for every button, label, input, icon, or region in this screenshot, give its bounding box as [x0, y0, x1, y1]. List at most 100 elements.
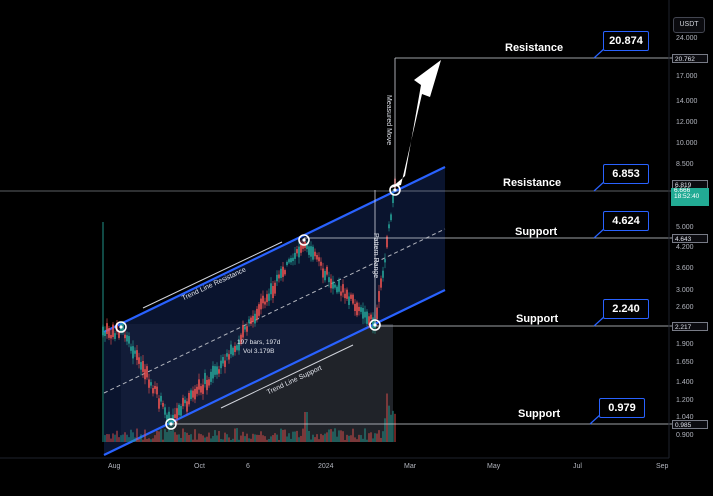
volume-bar: [350, 435, 352, 442]
candle-body: [208, 379, 210, 386]
range-bars-text: 197 bars, 197d: [237, 339, 281, 346]
volume-bar: [166, 432, 168, 442]
volume-bar: [352, 428, 354, 442]
level-value-4[interactable]: 2.240: [603, 299, 649, 319]
candle-body: [140, 362, 142, 370]
volume-bar: [124, 432, 126, 442]
volume-bar: [206, 436, 208, 442]
candle-body: [154, 385, 156, 389]
currency-badge[interactable]: USDT: [673, 17, 705, 33]
volume-bar: [260, 431, 262, 442]
candle-body: [152, 388, 154, 394]
candle-body: [218, 369, 220, 374]
pivot-marker-breakout[interactable]: [389, 184, 401, 196]
candle-body: [182, 397, 184, 407]
volume-bar: [378, 430, 380, 442]
volume-bar: [358, 434, 360, 442]
candle-body: [390, 214, 392, 221]
candle-body: [264, 301, 266, 305]
candle-body: [298, 246, 300, 258]
volume-bar: [364, 428, 366, 442]
level-value-3[interactable]: 4.624: [603, 211, 649, 231]
volume-bar: [152, 438, 154, 442]
volume-bar: [208, 432, 210, 442]
volume-bar: [138, 438, 140, 442]
volume-bar: [370, 432, 372, 442]
candle-body: [118, 331, 120, 338]
pivot-marker-left-top[interactable]: [115, 321, 127, 333]
time-tick-label: Oct: [194, 463, 205, 470]
candle-body: [160, 395, 162, 402]
candle-body: [146, 366, 148, 378]
time-tick-label: Aug: [108, 463, 121, 470]
volume-bar: [274, 433, 276, 442]
volume-bar: [248, 438, 250, 442]
volume-bar: [262, 435, 264, 442]
candle-body: [248, 319, 250, 324]
candle-body: [196, 386, 198, 394]
volume-bar: [240, 435, 242, 442]
volume-bar: [204, 437, 206, 442]
volume-bar: [244, 436, 246, 442]
candle-body: [334, 284, 336, 288]
candle-body: [194, 388, 196, 400]
level-value-1[interactable]: 20.874: [603, 31, 649, 51]
volume-bar: [254, 434, 256, 442]
candle-body: [280, 268, 282, 278]
candle-body: [142, 360, 144, 372]
volume-bar: [348, 435, 350, 442]
volume-bar: [386, 393, 388, 442]
pattern-range-label[interactable]: Pattern Range: [372, 233, 379, 279]
pivot-marker-bottom-low[interactable]: [165, 418, 177, 430]
volume-bar: [360, 435, 362, 442]
candle-body: [350, 294, 352, 299]
candle-body: [268, 293, 270, 301]
channel-lower-line[interactable]: [103, 289, 446, 456]
volume-bar: [308, 430, 310, 442]
volume-bar: [158, 431, 160, 442]
volume-bar: [342, 431, 344, 442]
candle-body: [288, 259, 290, 263]
candle-body: [138, 357, 140, 364]
volume-bar: [232, 438, 234, 442]
candle-body: [114, 333, 116, 339]
pivot-marker-right-low[interactable]: [369, 319, 381, 331]
candle-body: [200, 386, 202, 393]
volume-bar: [182, 428, 184, 442]
candle-body: [320, 261, 322, 266]
candle-body: [348, 296, 350, 305]
volume-bar: [256, 434, 258, 442]
pivot-marker-mid-top[interactable]: [298, 234, 310, 246]
price-tick-label: 8.500: [676, 161, 694, 168]
candle-body: [178, 404, 180, 415]
candle-body: [220, 360, 222, 369]
channel-upper-line[interactable]: [103, 166, 446, 333]
candle-body: [164, 407, 166, 415]
candle-body: [372, 317, 374, 329]
volume-bar: [178, 434, 180, 442]
candle-body: [332, 281, 334, 289]
volume-bar: [332, 431, 334, 442]
price-tick-label: 3.000: [676, 287, 694, 294]
volume-bar: [114, 434, 116, 442]
volume-bar: [310, 439, 312, 442]
level-value-5[interactable]: 0.979: [599, 398, 645, 418]
candle-body: [278, 274, 280, 279]
last-price-value: 6.666: [674, 187, 691, 194]
level-value-2[interactable]: 6.853: [603, 164, 649, 184]
volume-bar: [316, 434, 318, 442]
candle-body: [210, 371, 212, 382]
volume-bar: [336, 436, 338, 442]
candle-body: [314, 251, 316, 257]
measured-move-label[interactable]: Measured Move: [385, 95, 392, 146]
candle-body: [246, 326, 248, 332]
volume-bar: [154, 435, 156, 442]
candle-body: [392, 193, 394, 204]
breakout-arrow-icon[interactable]: [391, 60, 441, 188]
candle-body: [292, 257, 294, 262]
candle-body: [296, 249, 298, 254]
volume-bar: [320, 433, 322, 442]
volume-bar: [354, 437, 356, 442]
